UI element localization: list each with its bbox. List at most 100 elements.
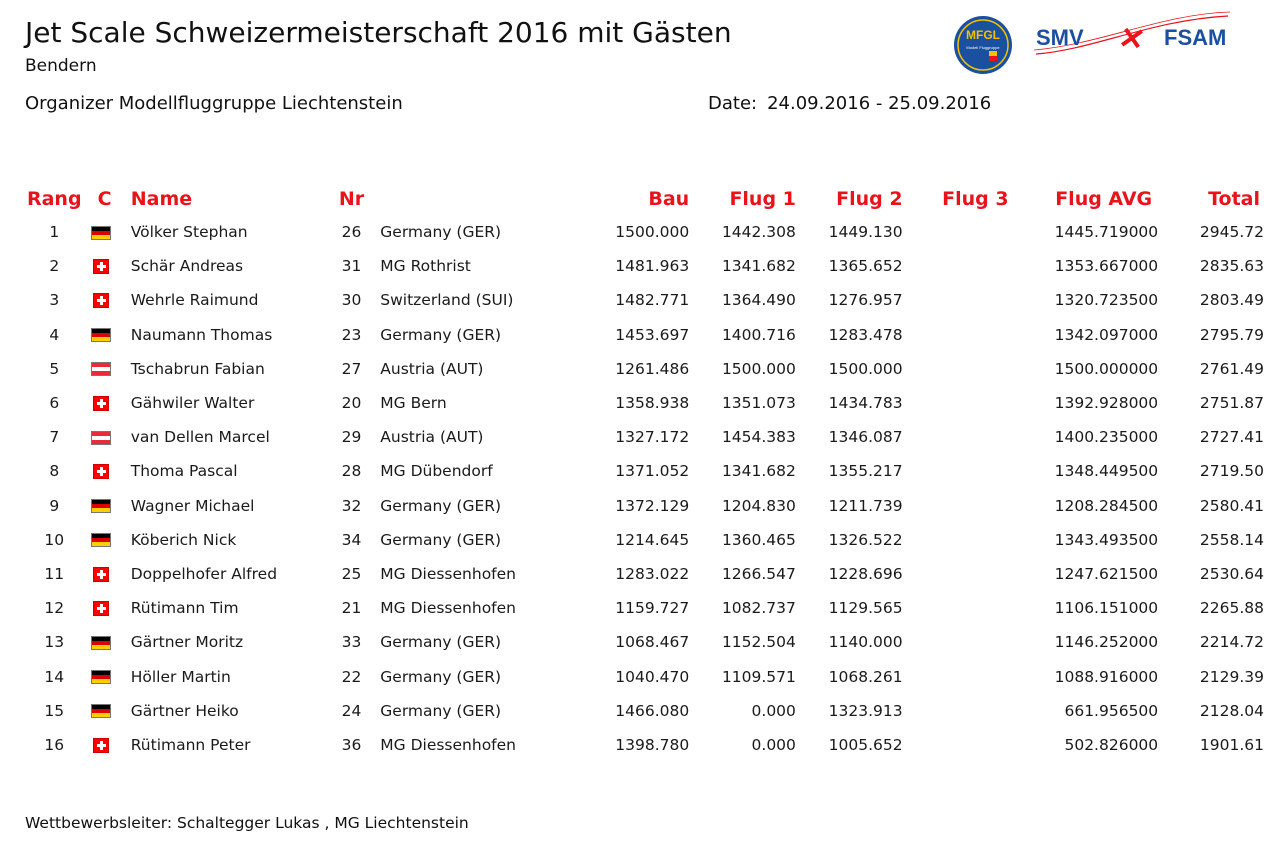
number-cell: 20 [341, 394, 362, 413]
switzerland-flag-icon [92, 737, 109, 753]
table-row: 2 Schär Andreas 31 MG Rothrist 1481.963 1341.… [20, 249, 1264, 283]
mfgl-logo: MFGL Modell Fluggruppe [954, 16, 1012, 74]
number-cell: 34 [341, 530, 362, 549]
flug1-cell: 1152.504 [721, 633, 796, 652]
name-cell: Doppelhofer Alfred [130, 564, 278, 583]
organizer-line: Organizer Modellfluggruppe Liechtenstein [25, 93, 403, 114]
competition-director: Wettbewerbsleiter: Schaltegger Lukas , M… [25, 814, 469, 832]
club-cell: Germany (GER) [380, 701, 502, 720]
rank-cell: 7 [49, 428, 60, 447]
name-cell: Wagner Michael [130, 496, 255, 515]
bau-cell: 1398.780 [615, 735, 690, 754]
club-cell: MG Rothrist [380, 257, 471, 276]
flug-avg-cell: 1353.667000 [1054, 257, 1159, 276]
table-header-row: Rang C Name Nr Bau Flug 1 Flug 2 Flug 3 … [20, 183, 1264, 215]
fsam-text: FSAM [1164, 25, 1226, 50]
total-cell: 2719.50 [1199, 462, 1264, 481]
total-cell: 1901.61 [1199, 735, 1264, 754]
switzerland-flag-icon [92, 396, 109, 412]
flag-cell [89, 249, 131, 283]
flug1-cell: 1341.682 [721, 257, 796, 276]
table-row: 9 Wagner Michael 32 Germany (GER) 1372.129 12… [20, 489, 1264, 523]
total-cell: 2129.39 [1199, 667, 1264, 686]
flug-avg-cell: 502.826000 [1064, 735, 1159, 754]
bau-cell: 1453.697 [615, 325, 690, 344]
number-cell: 31 [341, 257, 362, 276]
club-cell: MG Diessenhofen [380, 735, 516, 754]
name-cell: Gähwiler Walter [130, 394, 255, 413]
flug1-cell: 1364.490 [721, 291, 796, 310]
rank-cell: 3 [49, 291, 60, 310]
germany-flag-icon [90, 499, 111, 514]
name-cell: Gärtner Heiko [130, 701, 239, 720]
germany-flag-icon [90, 533, 111, 548]
flug3-cell [903, 215, 1021, 249]
switzerland-flag-icon [92, 293, 109, 309]
bau-cell: 1466.080 [615, 701, 690, 720]
flag-cell [89, 489, 131, 523]
flug-avg-cell: 1320.723500 [1054, 291, 1159, 310]
total-cell: 2530.64 [1199, 564, 1264, 583]
rank-cell: 15 [44, 701, 65, 720]
flug3-cell [903, 283, 1021, 317]
germany-flag-icon [90, 225, 111, 240]
flug2-cell: 1283.478 [828, 325, 903, 344]
rank-cell: 5 [49, 359, 60, 378]
flug-avg-cell: 1500.000000 [1054, 359, 1159, 378]
flug2-cell: 1140.000 [828, 633, 903, 652]
table-row: 8 Thoma Pascal 28 MG Dübendorf 1371.052 1341.… [20, 454, 1264, 488]
flug1-cell: 1360.465 [721, 530, 796, 549]
number-cell: 29 [341, 428, 362, 447]
flug2-cell: 1355.217 [828, 462, 903, 481]
col-header-c: C [97, 188, 112, 210]
club-cell: Austria (AUT) [380, 359, 484, 378]
col-header-flug-avg: Flug AVG [1055, 188, 1153, 210]
flug-avg-cell: 1445.719000 [1054, 223, 1159, 242]
rank-cell: 9 [49, 496, 60, 515]
bau-cell: 1500.000 [615, 223, 690, 242]
flag-cell [89, 318, 131, 352]
rank-cell: 12 [44, 599, 65, 618]
number-cell: 28 [341, 462, 362, 481]
flug3-cell [903, 386, 1021, 420]
flag-cell [89, 352, 131, 386]
flug2-cell: 1005.652 [828, 735, 903, 754]
flug3-cell [903, 420, 1021, 454]
table-row: 16 Rütimann Peter 36 MG Diessenhofen 1398.78… [20, 728, 1264, 762]
flug3-cell [903, 249, 1021, 283]
rank-cell: 10 [44, 530, 65, 549]
club-cell: MG Diessenhofen [380, 599, 516, 618]
club-cell: Germany (GER) [380, 325, 502, 344]
flug1-cell: 0.000 [751, 735, 796, 754]
smv-text: SMV [1036, 25, 1084, 50]
plane-icon [1121, 27, 1143, 49]
flug-avg-cell: 1400.235000 [1054, 428, 1159, 447]
number-cell: 26 [341, 223, 362, 242]
number-cell: 33 [341, 633, 362, 652]
bau-cell: 1159.727 [615, 599, 690, 618]
flug2-cell: 1211.739 [828, 496, 903, 515]
bau-cell: 1481.963 [615, 257, 690, 276]
flug1-cell: 1109.571 [721, 667, 796, 686]
name-cell: Rütimann Peter [130, 735, 251, 754]
flug-avg-cell: 1088.916000 [1054, 667, 1159, 686]
rank-cell: 11 [44, 564, 65, 583]
flag-cell [89, 283, 131, 317]
col-header-total: Total [1208, 188, 1260, 210]
club-cell: MG Dübendorf [380, 462, 493, 481]
flug3-cell [903, 591, 1021, 625]
flag-cell [89, 420, 131, 454]
flag-cell [89, 557, 131, 591]
number-cell: 22 [341, 667, 362, 686]
flug2-cell: 1434.783 [828, 394, 903, 413]
switzerland-flag-icon [92, 566, 109, 582]
club-cell: Switzerland (SUI) [380, 291, 514, 310]
bau-cell: 1214.645 [615, 530, 690, 549]
mfgl-logo-subtext: Modell Fluggruppe [966, 45, 1000, 50]
flug2-cell: 1346.087 [828, 428, 903, 447]
event-date: Date: 24.09.2016 - 25.09.2016 [708, 93, 991, 114]
club-cell: Germany (GER) [380, 530, 502, 549]
club-cell: Germany (GER) [380, 223, 502, 242]
bau-cell: 1371.052 [615, 462, 690, 481]
flug2-cell: 1129.565 [828, 599, 903, 618]
